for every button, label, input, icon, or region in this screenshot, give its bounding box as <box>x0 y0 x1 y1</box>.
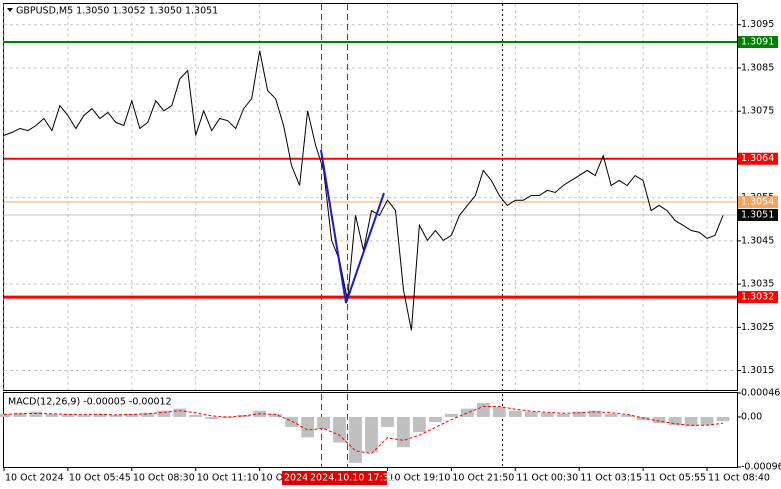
macd-bar <box>588 410 602 417</box>
y-tick-label: 0.00 <box>741 411 762 422</box>
macd-bar <box>381 416 394 427</box>
macd-bar <box>684 416 698 427</box>
macd-bar <box>317 416 330 429</box>
crosshair-box <box>307 471 387 485</box>
macd-bar <box>508 410 522 417</box>
macd-bar <box>524 411 538 417</box>
level-label: 1.3091 <box>741 37 774 48</box>
macd-bar <box>668 416 682 426</box>
x-tick-label: 10 Oct <box>261 473 293 484</box>
level-box <box>738 152 778 165</box>
x-tick-label: 11 Oct 00:30 <box>516 473 578 484</box>
signal-line <box>3 406 724 455</box>
y-tick-label: 1.3035 <box>741 279 774 290</box>
macd-bar <box>333 416 346 443</box>
level-label: 1.3051 <box>741 209 774 220</box>
macd-bar <box>572 411 586 417</box>
x-tick-label: 10 Oct 11:10 <box>197 473 259 484</box>
macd-bar <box>221 416 235 419</box>
y-tick-label: 1.3025 <box>741 322 774 333</box>
macd-bar <box>109 414 123 417</box>
macd-bar <box>29 411 43 417</box>
level-box <box>738 195 778 208</box>
macd-bar <box>141 412 155 417</box>
x-tick-label: 11 Oct 05:55 <box>644 473 706 484</box>
x-tick-label: 10 Oct 21:50 <box>452 473 514 484</box>
macd-bar <box>556 413 570 417</box>
macd-bar <box>365 416 378 453</box>
layer: 1.30151.30251.30351.30451.30551.30751.30… <box>0 4 781 484</box>
macd-bar <box>45 413 59 417</box>
y-tick-label: 1.3095 <box>741 19 774 30</box>
macd-bar <box>397 416 410 448</box>
macd-bar <box>429 416 442 423</box>
chart-title: GBPUSD,M5 1.3050 1.3052 1.3050 1.3051 <box>16 6 218 17</box>
macd-bar <box>636 416 650 421</box>
macd-frame <box>3 392 738 468</box>
x-tick-label: 10 Oct 2024 <box>5 473 64 484</box>
y-tick-label: 1.3085 <box>741 62 774 73</box>
macd-bar <box>205 416 219 420</box>
macd-bar <box>540 412 554 417</box>
macd-bar <box>460 408 474 417</box>
macd-bar <box>301 416 314 438</box>
macd-bar <box>492 407 506 417</box>
x-tick-label: 10 Oct 08:30 <box>133 473 195 484</box>
macd-bar <box>413 416 426 433</box>
macd-bar <box>285 416 298 427</box>
macd-bar <box>125 413 139 417</box>
crosshair-box <box>282 471 308 485</box>
macd-bar <box>0 413 11 417</box>
macd-bar <box>189 414 203 417</box>
level-label: 1.3064 <box>741 153 774 164</box>
macd-bar <box>93 413 107 417</box>
x-tick-label: 10 Oct 05:45 <box>69 473 131 484</box>
macd-bar <box>620 414 634 417</box>
y-tick-label: 1.3045 <box>741 235 774 246</box>
macd-bar <box>173 408 187 417</box>
crosshair-label: 2024.10.10 17:30 <box>310 473 395 484</box>
y-tick-label: 1.3075 <box>741 106 774 117</box>
x-tick-label: 11 Oct 08:40 <box>708 473 770 484</box>
macd-bar <box>652 416 666 424</box>
level-box <box>738 291 778 304</box>
macd-bar <box>349 416 362 463</box>
macd-bar <box>13 412 27 417</box>
macd-bar <box>476 402 490 417</box>
level-box <box>738 36 778 49</box>
price-line <box>3 50 724 331</box>
macd-bar <box>716 416 730 422</box>
macd-bar <box>604 413 618 417</box>
x-tick-label: 10 Oct 19:10 <box>388 473 450 484</box>
macd-title: MACD(12,26,9) -0.00005 -0.00012 <box>8 397 172 408</box>
x-tick-label: 11 Oct 03:15 <box>580 473 642 484</box>
menu-triangle <box>7 8 13 12</box>
macd-bar <box>269 413 283 417</box>
level-box <box>738 208 778 221</box>
macd-bar <box>61 413 75 417</box>
level-label: 1.3032 <box>741 292 774 303</box>
y-tick-label: -0.00096 <box>741 462 781 473</box>
macd-bar <box>157 410 171 417</box>
trend-drawing <box>320 149 385 304</box>
main-frame <box>3 3 738 391</box>
y-tick-label: 1.3015 <box>741 365 774 376</box>
level-label: 1.3054 <box>741 196 774 207</box>
macd-bar <box>77 414 91 417</box>
crosshair-label: 2024. <box>284 473 311 484</box>
y-tick-label: 0.00046 <box>741 388 780 399</box>
macd-bar <box>700 416 714 426</box>
macd-bar <box>444 413 458 417</box>
